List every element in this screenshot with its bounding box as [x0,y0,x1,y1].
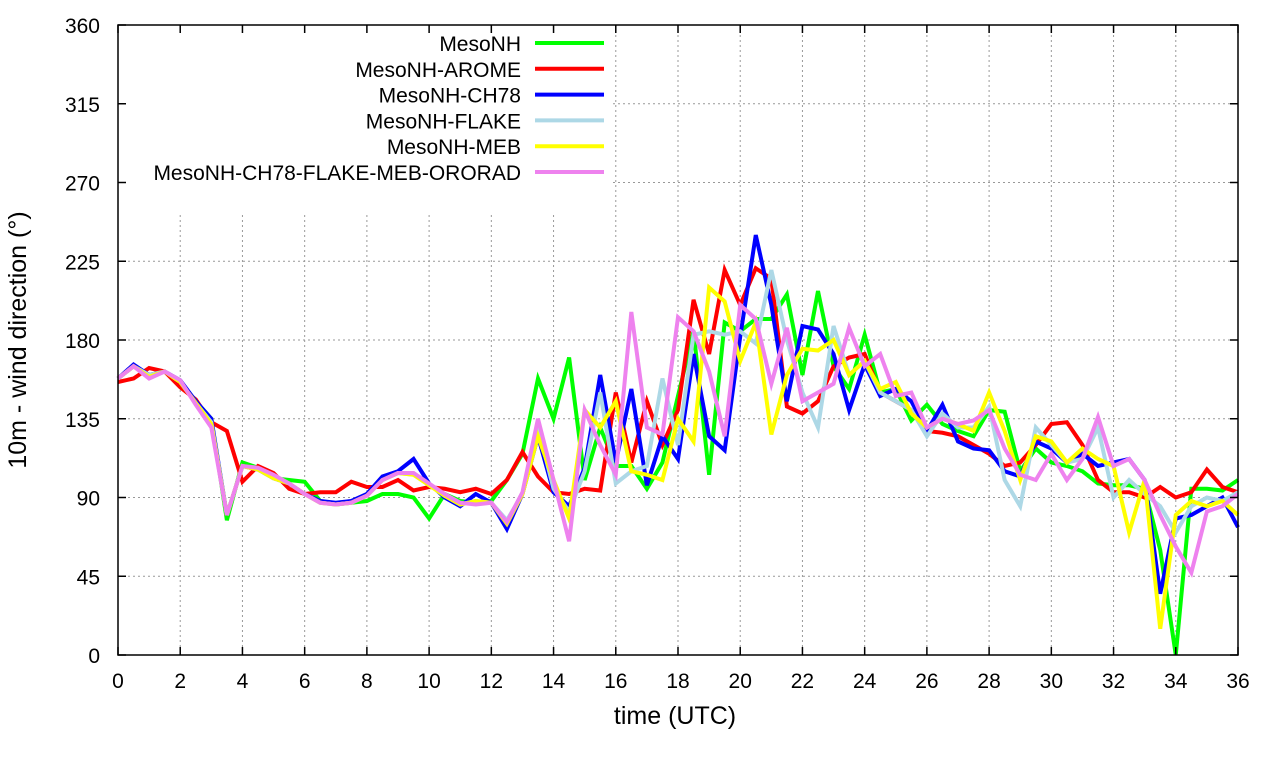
series-line-mesonh-ch78-flake-meb-ororad [116,300,1240,578]
x-tick-label: 8 [361,670,373,693]
y-tick-label: 315 [65,94,100,117]
legend-label: MesoNH [439,33,521,56]
x-tick-label: 0 [112,670,124,693]
legend-label: MesoNH-MEB [387,136,521,159]
legend-label: MesoNH-AROME [355,59,521,82]
x-tick-label: 36 [1226,670,1249,693]
y-tick-label: 45 [77,566,100,589]
legend-label: MesoNH-CH78 [379,85,521,108]
y-tick-label: 135 [65,409,100,432]
y-tick-label: 360 [65,15,100,38]
series-lines [116,234,1240,656]
x-tick-label: 18 [666,670,689,693]
axis-ticks: 0 2 4 6 8 10 12 14 16 18 20 22 24 26 28 30 32 34 360459013… [65,15,1250,693]
y-tick-label: 225 [65,251,100,274]
x-tick-label: 32 [1102,670,1125,693]
y-tick-label: 90 [77,488,100,511]
x-tick-label: 28 [977,670,1000,693]
x-tick-label: 10 [417,670,440,693]
x-tick-label: 22 [791,670,814,693]
y-tick-label: 0 [88,645,100,668]
legend-background [119,26,611,214]
x-tick-label: 20 [729,670,752,693]
y-axis-label: 10m - wind direction (°) [4,211,32,468]
x-tick-label: 24 [853,670,877,693]
x-tick-label: 6 [299,670,311,693]
x-tick-label: 30 [1040,670,1063,693]
x-tick-label: 14 [542,670,566,693]
x-tick-label: 34 [1164,670,1188,693]
x-axis-label: time (UTC) [614,702,736,730]
legend-label: MesoNH-FLAKE [366,110,521,133]
x-tick-label: 26 [915,670,938,693]
y-tick-label: 270 [65,173,100,196]
y-tick-label: 180 [65,330,100,353]
legend: MesoNH MesoNH-AROME MesoNH-CH78MesoNH-FLAK… [153,33,604,185]
x-tick-label: 2 [174,670,186,693]
x-tick-label: 4 [237,670,249,693]
x-tick-label: 16 [604,670,627,693]
legend-label: MesoNH-CH78-FLAKE-MEB-ORORAD [153,162,521,185]
x-tick-label: 12 [480,670,503,693]
